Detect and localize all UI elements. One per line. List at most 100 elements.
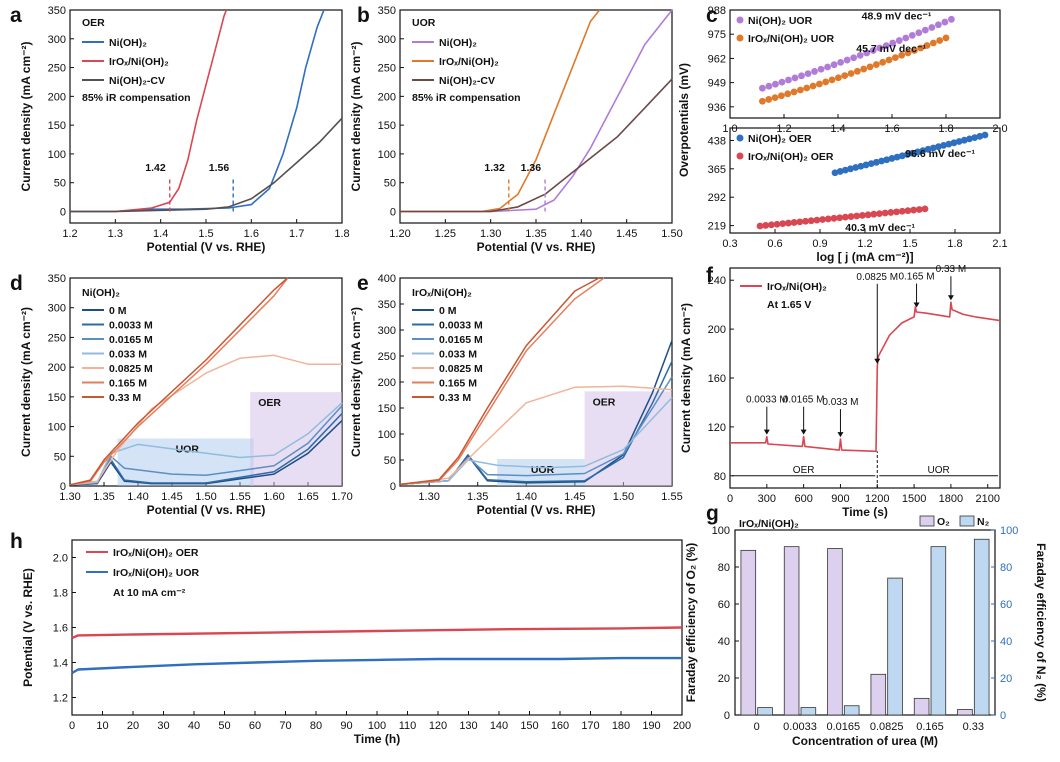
x-tick-label: 2.1 [992, 238, 1007, 250]
data-point [765, 82, 773, 90]
data-point [837, 59, 845, 66]
data-point [859, 211, 866, 219]
y-axis-label: Faraday efficiency of O₂ (%) [684, 543, 698, 702]
data-point [917, 44, 925, 52]
x-axis-label: Concentration of urea (M) [792, 734, 938, 748]
y-tick-label: 1.2 [53, 693, 68, 705]
data-point [914, 148, 922, 156]
data-point [847, 213, 855, 220]
x-tick-label: 1.45 [616, 228, 637, 240]
data-point [796, 218, 804, 226]
data-point [888, 155, 896, 162]
data-point [860, 65, 868, 73]
y-tick-label: 80 [718, 562, 730, 574]
x-tick-label: 190 [642, 720, 660, 732]
legend-entry: IrOₓ/Ni(OH)₂ [439, 56, 499, 68]
data-point [815, 80, 823, 88]
x-tick-label: 0.0165 [827, 721, 861, 733]
y-tick-label: 936 [708, 102, 726, 114]
data-point [762, 222, 770, 229]
x-tick-label: 1.40 [127, 491, 148, 503]
panel-header: IrOₓ/Ni(OH)₂ [739, 518, 799, 530]
x-tick-label: 150 [520, 720, 538, 732]
x-tick-label: 10 [96, 720, 108, 732]
threshold-label: 1.42 [145, 162, 166, 174]
x-tick-label: 170 [581, 720, 599, 732]
y-tick-label: 200 [48, 91, 66, 103]
y-tick-label: 350 [378, 5, 396, 17]
data-point [809, 82, 817, 90]
y-tick-label: 300 [378, 34, 396, 46]
arrow-head [913, 302, 920, 308]
bar-o2 [783, 546, 800, 716]
y-tick-label: 150 [48, 392, 66, 404]
slope-label: 40.3 mV dec⁻¹ [845, 222, 915, 234]
y-axis-label: Overpotentials (mV) [677, 63, 691, 177]
y-tick-label: 200 [378, 377, 396, 389]
data-point [773, 220, 781, 228]
x-tick-label: 20 [127, 720, 139, 732]
ir-note: 85% iR compensation [412, 92, 521, 104]
data-point [942, 34, 950, 42]
data-point [852, 164, 860, 171]
data-point [759, 97, 766, 105]
data-point [960, 136, 968, 144]
panel-letter: g [706, 502, 719, 525]
y-axis-label: Potential (V vs. RHE) [21, 568, 35, 687]
x-tick-label: 600 [794, 493, 812, 505]
x-tick-label: 30 [157, 720, 169, 732]
data-point [950, 139, 958, 147]
legend-swatch [959, 515, 975, 527]
annotation-label: 0.0033 M [746, 395, 788, 406]
series-line [399, 277, 605, 486]
legend-entry: Ni(OH)₂ OER [748, 133, 812, 145]
x-tick-label: 1.50 [613, 491, 634, 503]
y-tick-label: 0 [724, 710, 730, 722]
data-point [891, 54, 899, 62]
data-point [881, 209, 889, 217]
data-point [802, 217, 809, 225]
legend-entry: 0.33 M [109, 392, 141, 404]
bar-o2 [913, 697, 930, 716]
data-point [841, 166, 849, 174]
arrow-head [874, 358, 881, 364]
data-point [904, 207, 912, 215]
data-point [765, 96, 773, 103]
threshold-label: 1.56 [209, 162, 230, 174]
y-tick-label-right: 40 [1000, 636, 1012, 648]
data-point [824, 63, 831, 71]
legend-marker [736, 152, 744, 160]
y-tick-label: 350 [48, 273, 66, 285]
panel-letter: b [357, 4, 370, 27]
data-point [898, 207, 906, 215]
data-point [822, 78, 830, 86]
data-point [895, 37, 903, 44]
data-point [819, 216, 826, 223]
data-point [785, 76, 792, 84]
data-point [924, 145, 932, 153]
x-tick-label: 1.6 [884, 123, 899, 135]
data-point [796, 86, 804, 94]
y-tick-label: 200 [48, 362, 66, 374]
x-tick-label: 1.35 [93, 491, 114, 503]
data-point [908, 31, 916, 39]
x-tick-label: 1800 [939, 493, 963, 505]
y-axis-label: Current density (mA cm⁻²) [349, 307, 363, 457]
panel-c-bottom: 219 292 365 438 0.3 0.6 0.9 1.2 1.5 1.8 2.1 log [ j… [677, 63, 1008, 264]
y-tick-label: 240 [708, 275, 726, 287]
series-line [730, 301, 1001, 453]
data-point [893, 208, 900, 216]
region-oer [584, 391, 672, 486]
x-tick-label: 1500 [902, 493, 926, 505]
x-tick-label: 160 [551, 720, 569, 732]
y-axis-label-right: Faraday efficiency of N₂ (%) [1034, 543, 1048, 702]
legend-entry: Ni(OH)₂ [439, 37, 477, 49]
data-point [777, 92, 785, 100]
legend-entry: IrOₓ/Ni(OH)₂ OER [748, 151, 834, 163]
x-tick-label: 80 [310, 720, 322, 732]
data-point [872, 61, 880, 68]
data-point [876, 44, 884, 52]
